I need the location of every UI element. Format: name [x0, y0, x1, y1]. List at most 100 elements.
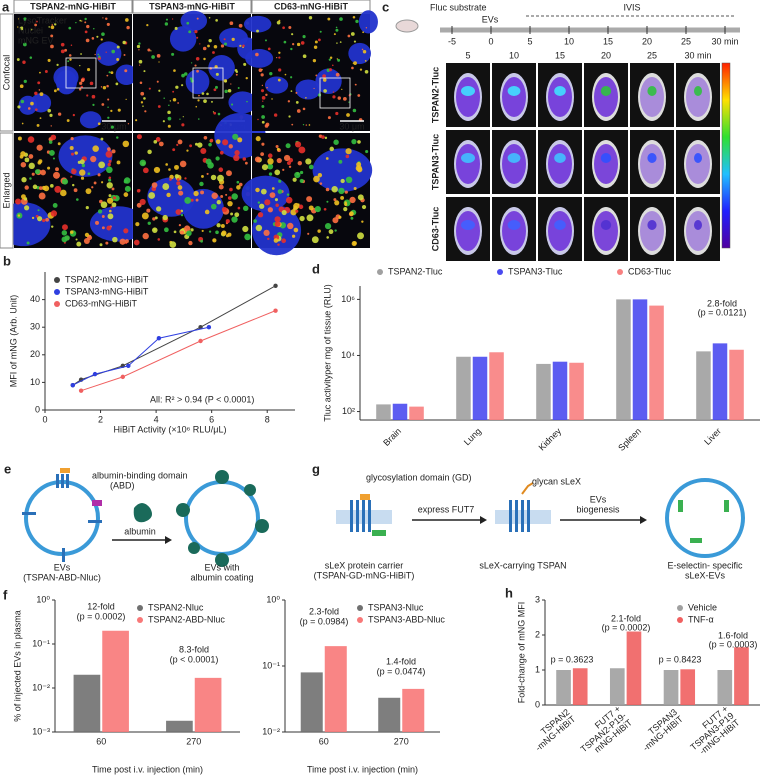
legend-marker — [54, 277, 60, 283]
signal-dot — [207, 44, 210, 48]
row-label: CD63-Tluc — [430, 207, 440, 252]
signal-dot — [36, 20, 38, 23]
signal-dot — [201, 174, 204, 178]
signal-dot — [122, 40, 126, 45]
signal-dot — [284, 73, 287, 76]
signal-dot — [150, 50, 152, 52]
signal-overlay — [686, 144, 710, 184]
signal-dot — [110, 125, 114, 129]
signal-dot — [208, 38, 212, 43]
signal-dot — [32, 184, 38, 190]
signal-dot — [202, 46, 207, 51]
signal-dot — [56, 63, 59, 67]
bar — [649, 305, 664, 420]
label: sLeX-carrying TSPAN — [479, 560, 566, 570]
signal-dot — [169, 100, 172, 102]
signal-dot — [62, 224, 68, 231]
signal-dot — [112, 236, 118, 243]
signal-dot — [260, 89, 265, 93]
zoom-box — [65, 57, 97, 89]
legend-marker — [357, 617, 363, 623]
signal-dot — [70, 137, 74, 141]
signal-dot — [106, 225, 112, 231]
signal-dot — [302, 107, 306, 111]
signal-dot — [296, 109, 301, 113]
signal-dot — [214, 85, 218, 89]
signal-dot — [127, 123, 130, 125]
signal-overlay — [686, 211, 710, 251]
signal-dot — [27, 136, 35, 143]
signal-dot — [295, 91, 298, 94]
signal-dot — [307, 232, 310, 235]
signal-dot — [20, 161, 27, 168]
nucleus — [245, 48, 274, 68]
signal-dot — [268, 172, 273, 176]
signal-dot — [106, 182, 113, 189]
signal-dot — [30, 101, 34, 106]
row-label: Confocal — [1, 55, 11, 91]
signal-dot — [76, 198, 79, 201]
timeline-tick-label: -5 — [448, 36, 456, 46]
signal-dot — [292, 177, 297, 182]
signal-dot — [157, 105, 161, 108]
x-tick-label: 270 — [394, 736, 409, 746]
signal-dot — [80, 176, 85, 180]
signal-dot — [116, 45, 120, 49]
signal-dot — [186, 21, 190, 25]
signal-dot — [106, 74, 109, 77]
signal-dot — [50, 134, 57, 141]
annotation: (p = 0.0002) — [602, 622, 651, 632]
signal-overlay — [456, 211, 480, 251]
signal-dot — [337, 58, 341, 62]
signal-dot — [136, 44, 141, 49]
legend-label: CD63-Tluc — [628, 266, 672, 276]
signal-dot — [172, 148, 176, 152]
signal-overlay — [456, 77, 480, 117]
signal-dot — [299, 170, 304, 175]
signal-dot — [71, 168, 77, 175]
signal-dot — [189, 77, 193, 80]
y-tick-label: 10⁰ — [36, 594, 50, 604]
signal-dot — [295, 101, 299, 104]
row-header — [0, 132, 14, 249]
signal-hotspot — [600, 86, 612, 96]
row-header — [0, 13, 14, 132]
signal-dot — [294, 171, 301, 179]
nucleus — [295, 79, 321, 100]
signal-dot — [179, 230, 185, 235]
signal-dot — [168, 168, 171, 171]
y-tick-label: 10⁻² — [262, 726, 280, 736]
signal-dot — [198, 94, 200, 97]
signal-dot — [50, 210, 58, 217]
signal-dot — [300, 41, 305, 45]
signal-dot — [215, 230, 219, 235]
signal-dot — [352, 108, 357, 113]
signal-hotspot — [694, 220, 702, 230]
signal-dot — [168, 104, 170, 107]
signal-dot — [285, 143, 291, 149]
nucleus — [312, 148, 373, 192]
signal-dot — [305, 158, 312, 165]
signal-dot — [359, 68, 363, 71]
signal-dot — [242, 225, 249, 233]
signal-hotspot — [600, 220, 612, 230]
signal-dot — [278, 179, 282, 183]
signal-dot — [283, 154, 291, 162]
signal-dot — [61, 230, 68, 236]
label: sLeX-EVs — [685, 570, 726, 580]
signal-dot — [162, 120, 165, 123]
signal-dot — [84, 17, 87, 21]
signal-dot — [218, 184, 224, 190]
signal-dot — [143, 70, 146, 73]
signal-dot — [152, 217, 156, 221]
y-axis-label: MFI of mNG (Arb. Unit) — [8, 295, 18, 388]
signal-dot — [276, 20, 281, 25]
signal-dot — [146, 23, 149, 27]
timeline-tick-label: 20 — [642, 36, 652, 46]
glycan — [521, 482, 534, 495]
signal-dot — [328, 68, 333, 72]
signal-dot — [101, 32, 105, 36]
signal-dot — [105, 51, 107, 53]
signal-dot — [349, 211, 354, 216]
